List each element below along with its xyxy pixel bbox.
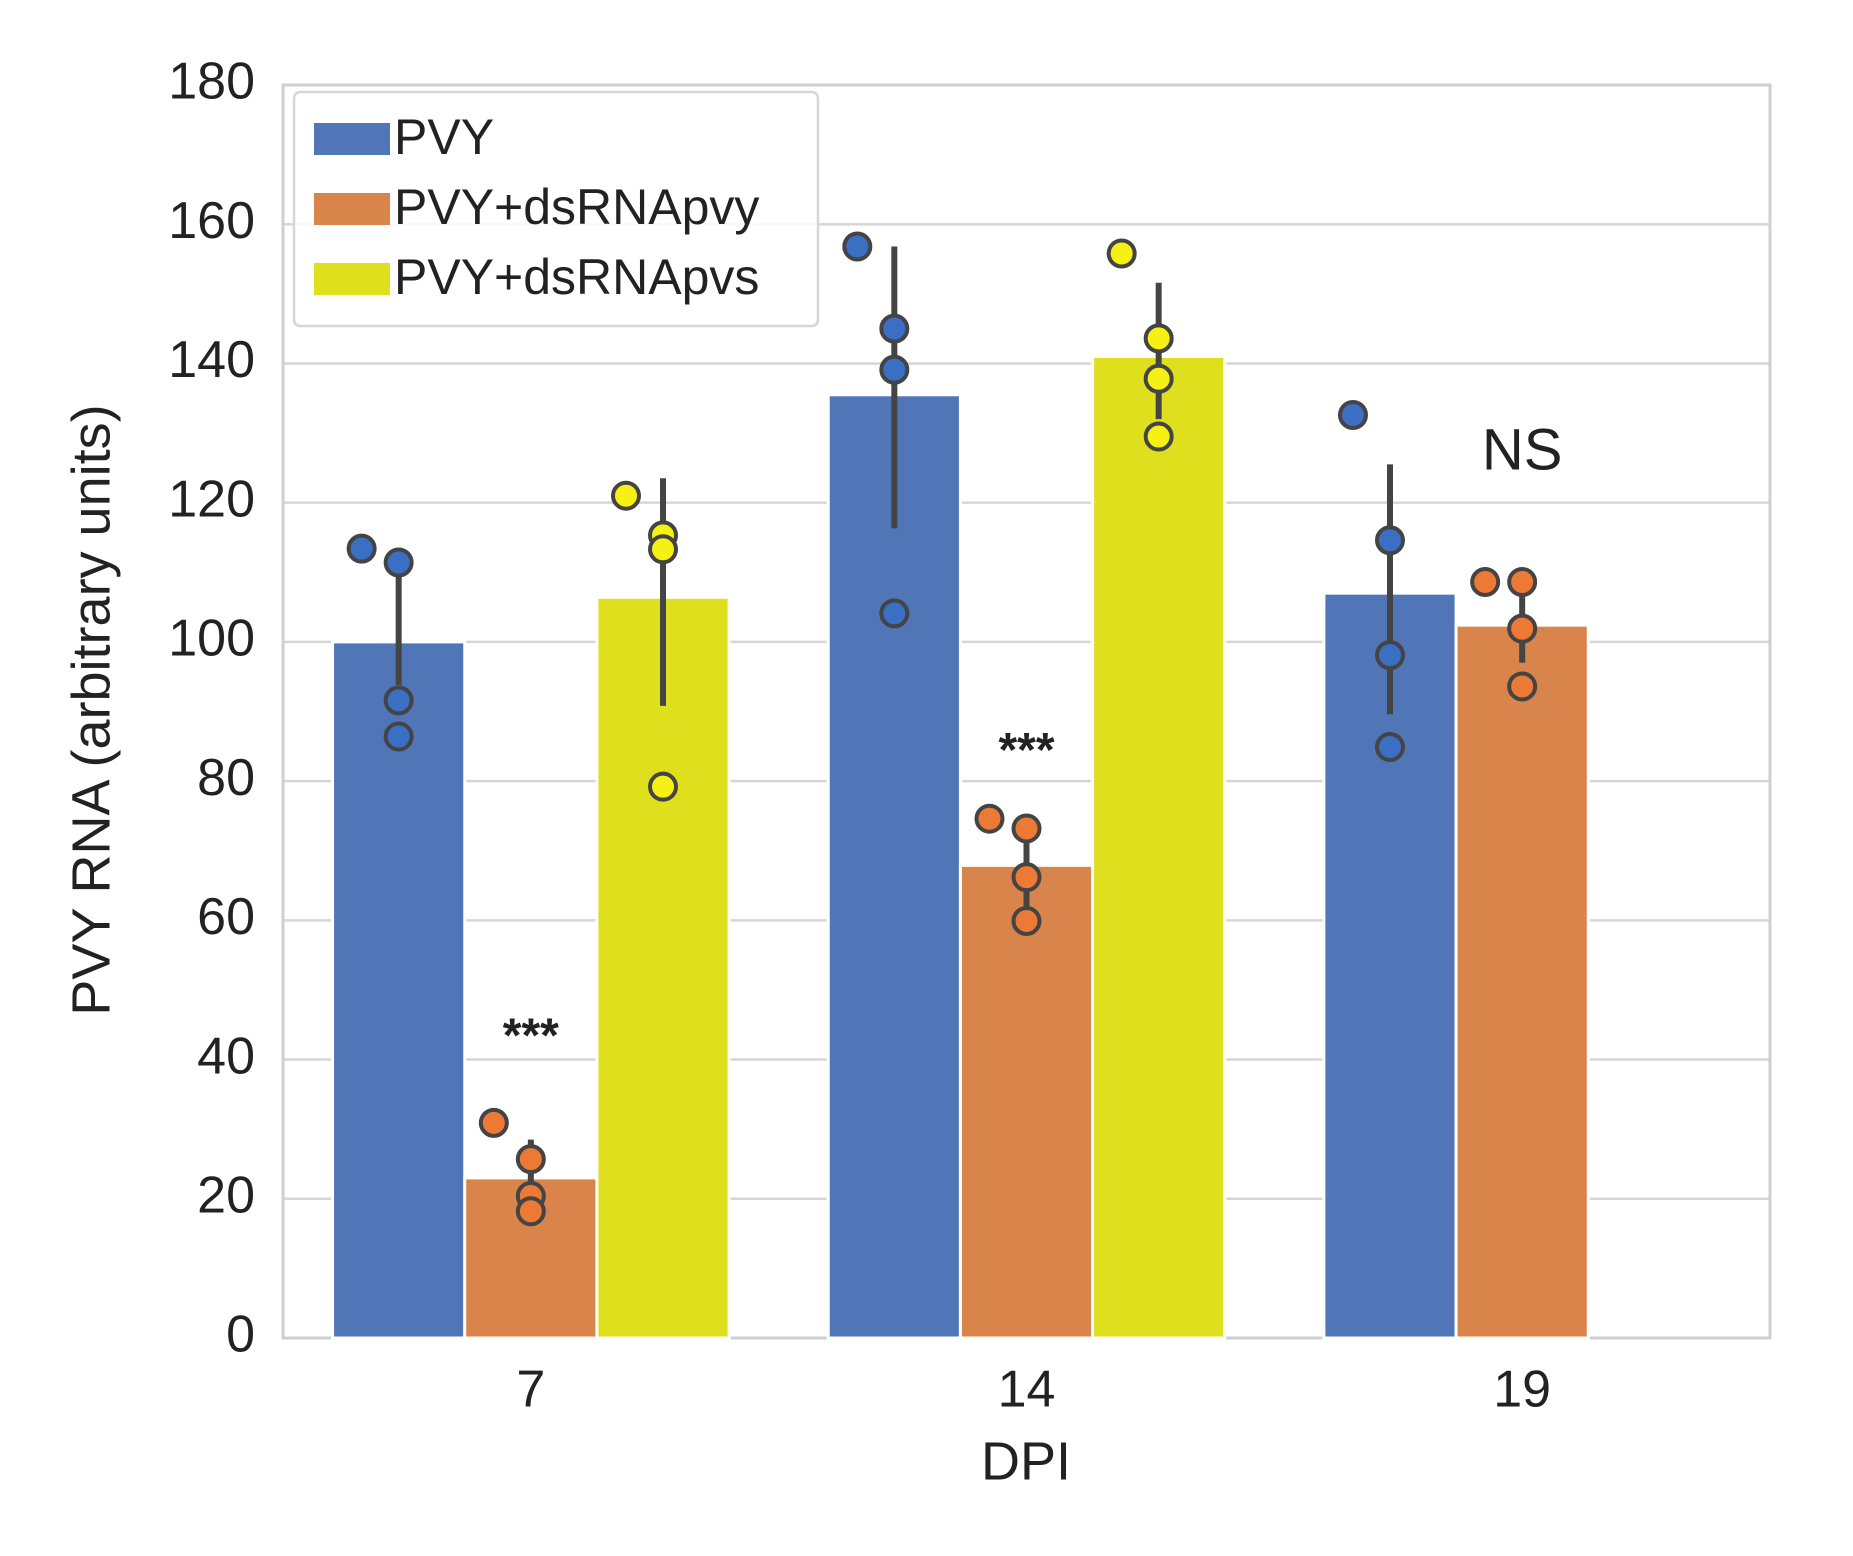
y-tick-label: 100 — [168, 610, 255, 668]
data-point — [383, 721, 414, 752]
y-tick-label: 140 — [168, 331, 255, 389]
data-point — [648, 534, 679, 565]
annotation: NS — [1482, 417, 1563, 482]
legend-swatch — [314, 263, 390, 295]
data-point — [1106, 238, 1137, 269]
legend-swatch — [314, 123, 390, 155]
legend-box — [292, 90, 820, 328]
data-point — [383, 685, 414, 716]
data-point — [1143, 323, 1174, 354]
y-tick-label: 40 — [197, 1027, 255, 1085]
data-point — [611, 480, 642, 511]
bar — [958, 863, 1095, 1340]
annotation: *** — [998, 724, 1054, 777]
data-point — [879, 313, 910, 344]
bar — [331, 640, 467, 1340]
data-point — [1374, 640, 1405, 671]
data-point — [515, 1144, 546, 1175]
data-point — [842, 231, 873, 262]
data-point — [879, 354, 910, 385]
x-axis-label: DPI — [981, 1431, 1071, 1491]
y-tick-label: 180 — [168, 53, 255, 111]
data-point — [1143, 363, 1174, 394]
y-tick-label: 160 — [168, 192, 255, 250]
y-tick-label: 120 — [168, 470, 255, 528]
data-point — [648, 771, 679, 802]
data-point — [1507, 613, 1538, 644]
bar — [595, 595, 731, 1340]
data-point — [1507, 567, 1538, 598]
y-tick-label: 0 — [226, 1306, 255, 1364]
data-point — [1470, 567, 1501, 598]
legend-label: PVY+dsRNApvy — [394, 179, 759, 235]
y-axis-label: PVY RNA (arbitrary units) — [61, 404, 121, 1015]
legend-label: PVY — [394, 109, 494, 165]
annotation: *** — [503, 1009, 559, 1062]
data-point — [1507, 671, 1538, 702]
data-point — [515, 1196, 546, 1227]
y-tick-label: 80 — [197, 749, 255, 807]
data-point — [974, 803, 1005, 834]
data-point — [383, 547, 414, 578]
y-tick-label: 20 — [197, 1167, 255, 1225]
data-point — [1143, 421, 1174, 452]
bar — [1091, 354, 1227, 1340]
x-tick-label: 19 — [1493, 1361, 1551, 1419]
x-tick-label: 7 — [516, 1361, 545, 1419]
data-point — [1374, 732, 1405, 763]
data-point — [1011, 906, 1042, 937]
bar — [1322, 591, 1458, 1340]
legend-label: PVY+dsRNApvs — [394, 249, 759, 305]
x-tick-label: 14 — [998, 1361, 1056, 1419]
legend-swatch — [314, 193, 390, 225]
data-point — [1337, 399, 1368, 430]
data-point — [478, 1107, 509, 1138]
data-point — [1374, 525, 1405, 556]
data-point — [1011, 862, 1042, 893]
bar — [1454, 623, 1590, 1340]
y-tick-label: 60 — [197, 888, 255, 946]
data-point — [346, 533, 377, 564]
data-point — [1011, 813, 1042, 844]
bar — [826, 393, 962, 1340]
data-point — [879, 598, 910, 629]
